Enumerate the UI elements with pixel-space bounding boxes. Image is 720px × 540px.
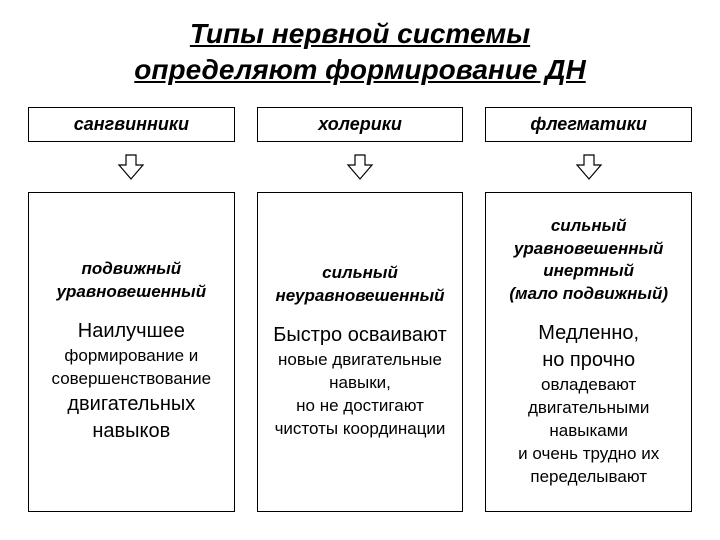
arrow-path: [577, 155, 601, 179]
content-box-sanguine: подвижный уравновешенный Наилучшееформир…: [28, 192, 235, 512]
column-sanguine: сангвинники подвижный уравновешенный Наи…: [28, 107, 235, 512]
arrow-path: [119, 155, 143, 179]
header-label: флегматики: [530, 114, 647, 134]
header-label: холерики: [318, 114, 402, 134]
columns-container: сангвинники подвижный уравновешенный Наи…: [28, 107, 692, 512]
subtitle-choleric: сильный неуравновешенный: [266, 262, 455, 308]
body-choleric: Быстро осваиваютновые двигательные навык…: [266, 322, 455, 441]
arrow-down-icon: [346, 152, 374, 182]
arrow-down-icon: [117, 152, 145, 182]
content-box-phlegmatic: сильный уравновешенный инертный(мало под…: [485, 192, 692, 512]
title-line-2: определяют формирование ДН: [134, 54, 585, 85]
column-choleric: холерики сильный неуравновешенный Быстро…: [257, 107, 464, 512]
header-label: сангвинники: [74, 114, 189, 134]
content-box-choleric: сильный неуравновешенный Быстро осваиваю…: [257, 192, 464, 512]
title-line-1: Типы нервной системы: [190, 18, 530, 49]
body-sanguine: Наилучшееформирование и совершенствовани…: [37, 318, 226, 445]
column-phlegmatic: флегматики сильный уравновешенный инертн…: [485, 107, 692, 512]
arrow-path: [348, 155, 372, 179]
subtitle-sanguine: подвижный уравновешенный: [37, 258, 226, 304]
page-title: Типы нервной системы определяют формиров…: [28, 16, 692, 89]
header-box-phlegmatic: флегматики: [485, 107, 692, 142]
arrow-down-icon: [575, 152, 603, 182]
body-phlegmatic: Медленно,но прочноовладевают двигательны…: [494, 320, 683, 489]
subtitle-phlegmatic: сильный уравновешенный инертный(мало под…: [494, 215, 683, 307]
header-box-sanguine: сангвинники: [28, 107, 235, 142]
header-box-choleric: холерики: [257, 107, 464, 142]
